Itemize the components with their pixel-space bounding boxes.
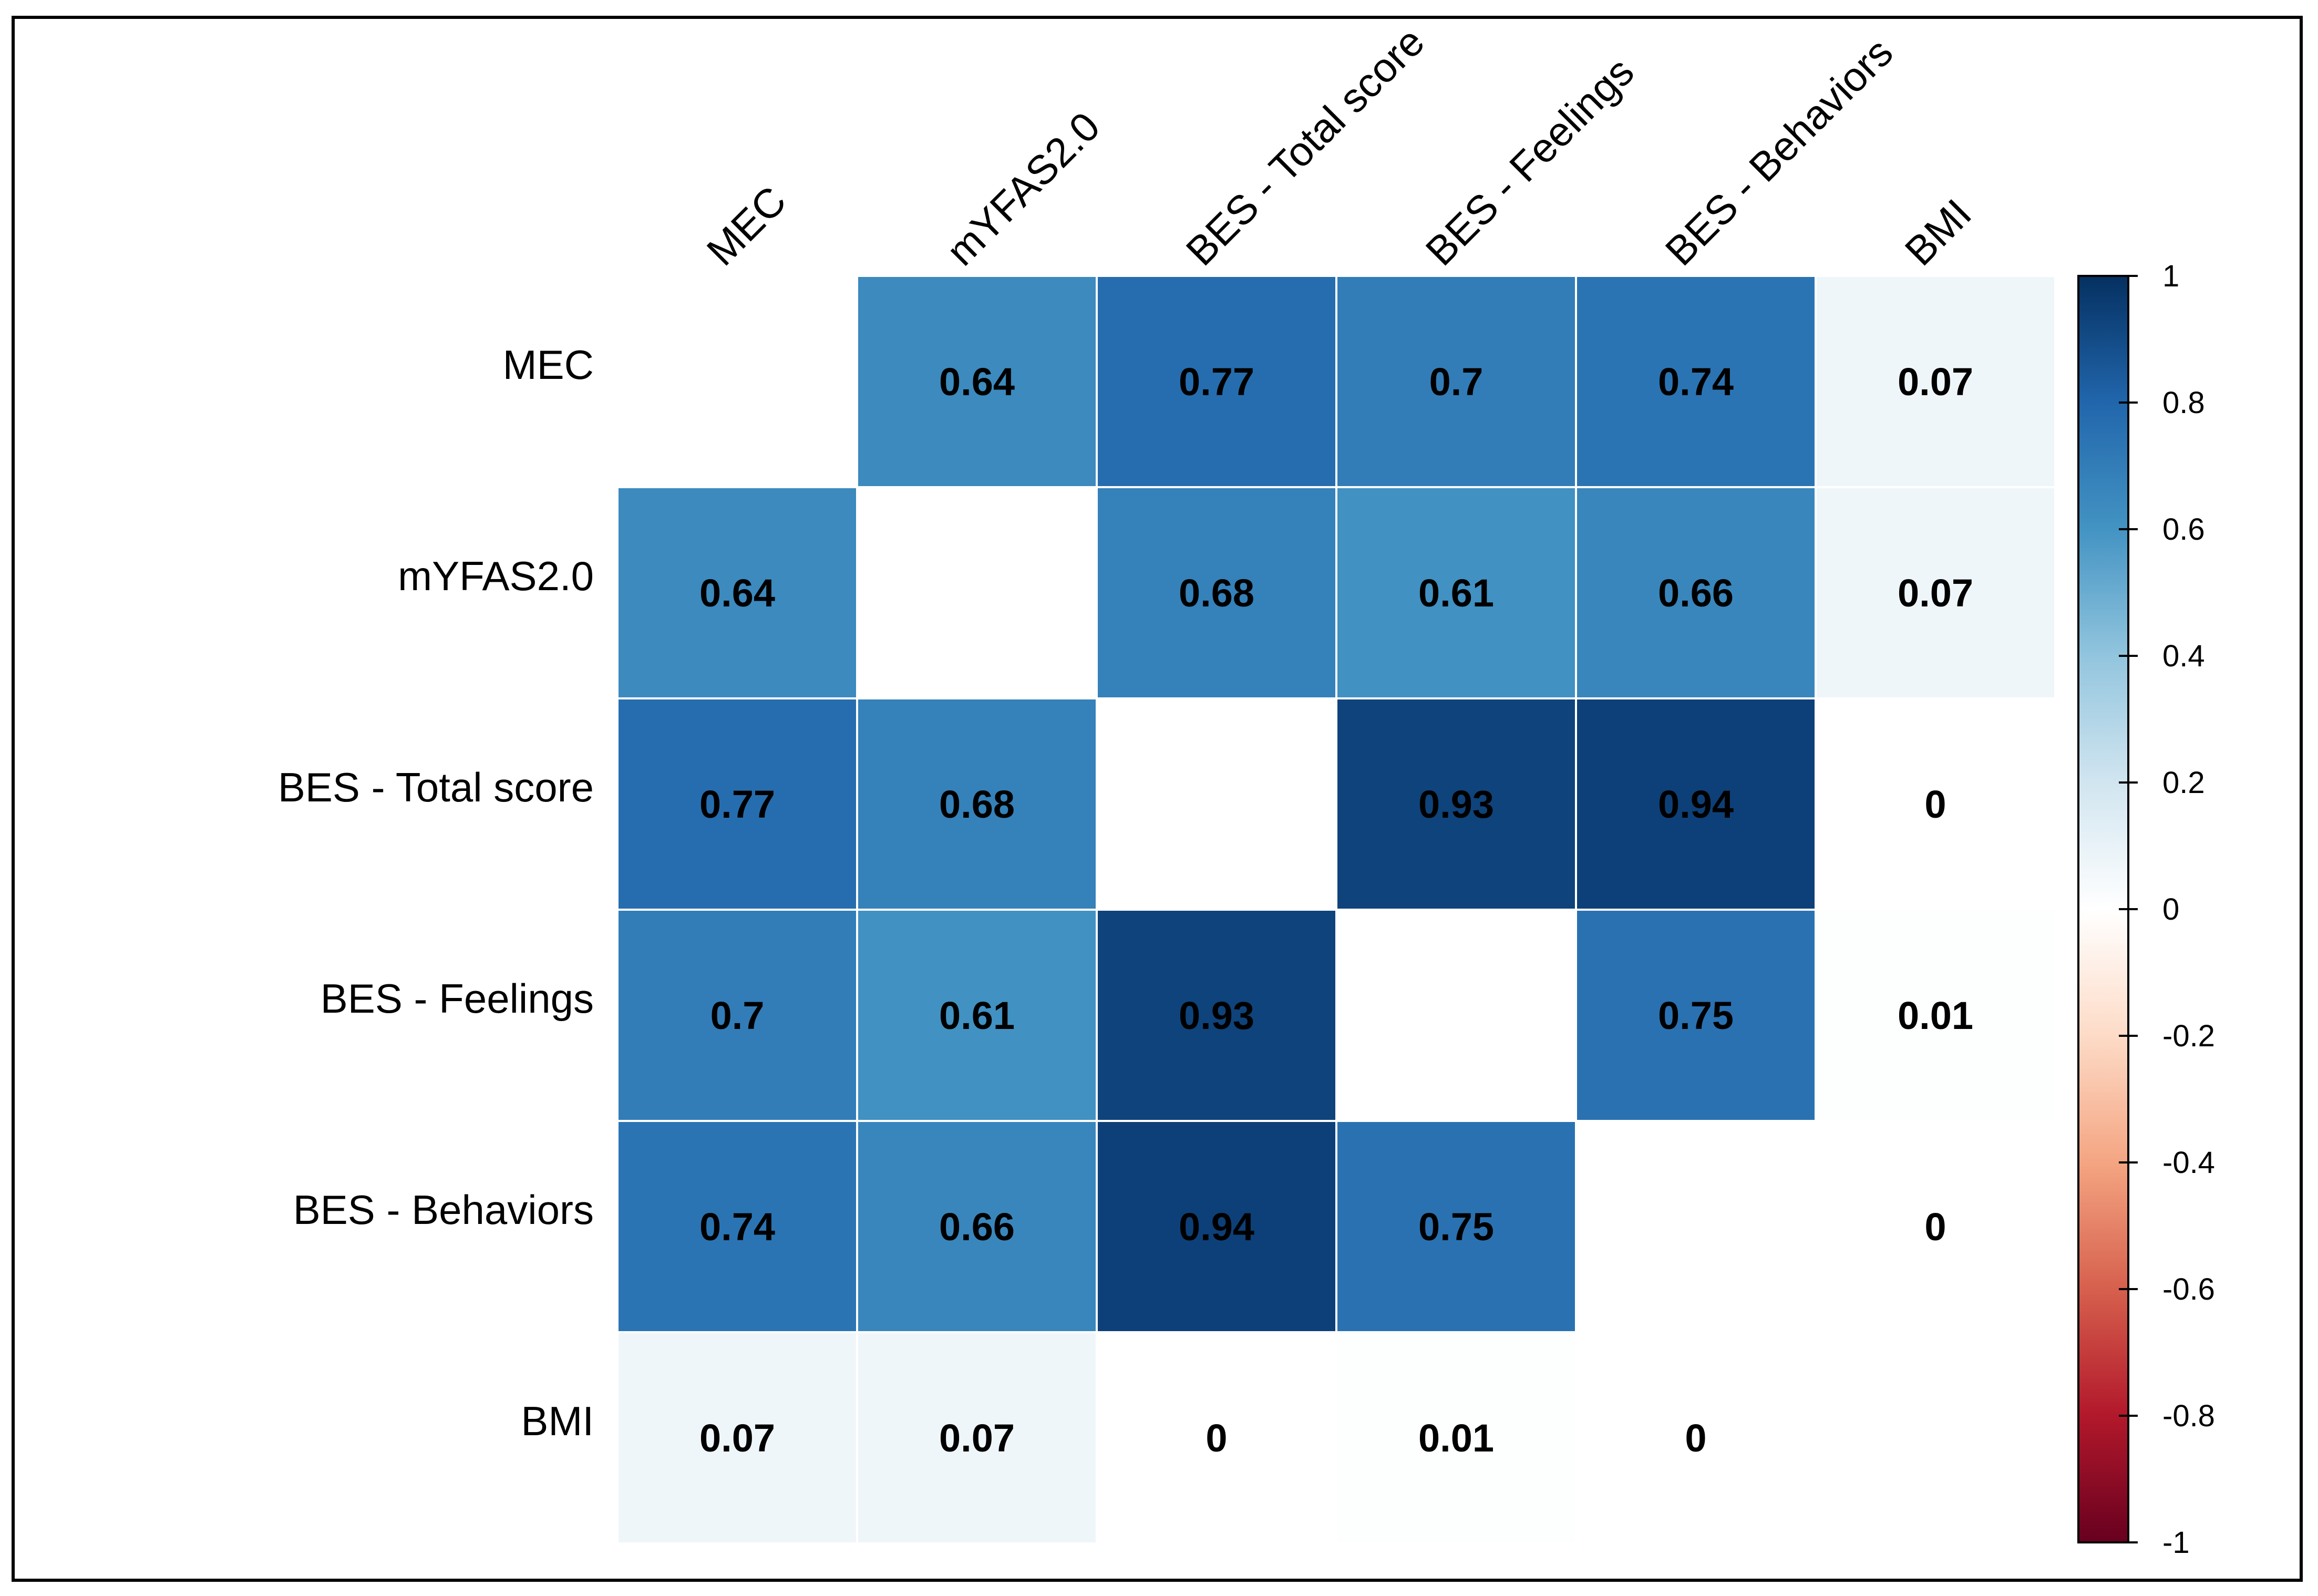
cell-value-myfas2-0-mec: 0.64 [699,571,775,615]
cell-value-bes-behaviors-mec: 0.74 [699,1205,775,1249]
cell-value-bmi-bes-total-score: 0 [1206,1416,1227,1460]
cell-value-bes-feelings-myfas2-0: 0.61 [939,994,1015,1037]
heatmap-cell-bes-total-score-bes-behaviors [1575,697,1817,911]
row-label-bes-feelings: BES - Feelings [321,975,594,1022]
heatmap-cell-mec-bes-feelings [1335,275,1577,488]
heatmap-cell-mec-bes-behaviors [1575,275,1817,488]
colorbar-tick-label: -1 [2162,1526,2190,1560]
col-label-mec: MEC [698,177,795,274]
col-label-bes-feelings: BES - Feelings [1417,48,1643,274]
heatmap-cell-myfas2-0-bmi [1815,486,2056,699]
cell-value-bes-feelings-bes-behaviors: 0.75 [1658,994,1734,1037]
colorbar-tick-label: -0.6 [2162,1272,2215,1306]
heatmap-cell-bes-behaviors-bes-behaviors [1575,1120,1817,1333]
col-label-bes-behaviors: BES - Behaviors [1656,29,1902,274]
colorbar-tick-label: 0.4 [2162,639,2205,673]
cell-value-myfas2-0-bes-feelings: 0.61 [1418,571,1494,615]
colorbar-tick-label: 1 [2162,259,2179,293]
heatmap-cell-bes-feelings-myfas2-0 [856,909,1098,1122]
heatmap-cell-bes-total-score-myfas2-0 [856,697,1098,911]
col-label-myfas2-0: mYFAS2.0 [937,103,1109,274]
heatmap-cell-bes-total-score-mec [616,697,858,911]
heatmap-cell-bes-feelings-bes-total-score [1096,909,1337,1122]
heatmap-cell-bes-total-score-bes-feelings [1335,697,1577,911]
heatmap-cell-bes-feelings-bes-feelings [1335,909,1577,1122]
colorbar-tick-label: -0.4 [2162,1146,2215,1180]
cell-value-bes-feelings-mec: 0.7 [710,994,765,1037]
cell-value-bes-total-score-myfas2-0: 0.68 [939,782,1015,826]
colorbar: 1 0.8 0.6 0.4 0.2 0 -0.2 -0.4 -0.6 -0.8 -1 [2077,259,2215,1560]
heatmap-cell-bmi-mec [616,1331,858,1544]
row-label-bmi: BMI [521,1398,594,1444]
col-label-bes-total-score: BES - Total score [1177,18,1433,274]
heatmap-cell-bes-behaviors-bes-feelings [1335,1120,1577,1333]
heatmap-cells [616,275,2056,1544]
cell-value-bes-behaviors-myfas2-0: 0.66 [939,1205,1015,1249]
cell-value-bes-behaviors-bmi: 0 [1924,1205,1946,1249]
heatmap-cell-bmi-bes-total-score [1096,1331,1337,1544]
cell-value-bes-total-score-bes-feelings: 0.93 [1418,782,1494,826]
heatmap-cell-bes-total-score-bes-total-score [1096,697,1337,911]
heatmap-cell-bmi-myfas2-0 [856,1331,1098,1544]
cell-value-bes-total-score-bes-behaviors: 0.94 [1658,782,1734,826]
cell-value-mec-myfas2-0: 0.64 [939,360,1015,404]
cell-value-mec-bmi: 0.07 [1898,360,1973,404]
heatmap-cell-mec-bes-total-score [1096,275,1337,488]
heatmap-cell-mec-bmi [1815,275,2056,488]
heatmap-cell-bmi-bmi [1815,1331,2056,1544]
colorbar-tick-label: -0.8 [2162,1399,2215,1433]
heatmap-cell-bes-behaviors-myfas2-0 [856,1120,1098,1333]
heatmap-cell-bes-feelings-bes-behaviors [1575,909,1817,1122]
row-label-bes-total-score: BES - Total score [278,764,594,810]
cell-value-myfas2-0-bmi: 0.07 [1898,571,1973,615]
heatmap-cell-bes-total-score-bmi [1815,697,2056,911]
heatmap-cell-bes-behaviors-bmi [1815,1120,2056,1333]
heatmap-cell-bes-feelings-bmi [1815,909,2056,1122]
heatmap-cell-myfas2-0-bes-total-score [1096,486,1337,699]
cell-value-bes-feelings-bes-total-score: 0.93 [1179,994,1254,1037]
cell-value-bmi-bes-feelings: 0.01 [1418,1416,1494,1460]
cell-value-myfas2-0-bes-behaviors: 0.66 [1658,571,1734,615]
cell-value-myfas2-0-bes-total-score: 0.68 [1179,571,1254,615]
heatmap-cell-bes-behaviors-mec [616,1120,858,1333]
heatmap-cell-bes-feelings-mec [616,909,858,1122]
cell-value-bmi-mec: 0.07 [699,1416,775,1460]
heatmap-cell-bmi-bes-behaviors [1575,1331,1817,1544]
row-label-mec: MEC [503,342,594,388]
colorbar-tick-label: -0.2 [2162,1019,2215,1053]
col-label-bmi: BMI [1896,190,1980,274]
cell-value-mec-bes-behaviors: 0.74 [1658,360,1734,404]
colorbar-tick-label: 0 [2162,892,2179,926]
row-label-myfas2-0: mYFAS2.0 [398,553,594,599]
heatmap-cell-mec-mec [616,275,858,488]
cell-value-bes-total-score-bmi: 0 [1924,782,1946,826]
heatmap-cell-mec-myfas2-0 [856,275,1098,488]
row-label-bes-behaviors: BES - Behaviors [293,1187,594,1233]
heatmap-cell-myfas2-0-myfas2-0 [856,486,1098,699]
colorbar-tick-label: 0.6 [2162,512,2205,547]
heatmap-cell-myfas2-0-bes-behaviors [1575,486,1817,699]
cell-value-bes-total-score-mec: 0.77 [699,782,775,826]
cell-value-mec-bes-feelings: 0.7 [1429,360,1483,404]
cell-value-mec-bes-total-score: 0.77 [1179,360,1254,404]
colorbar-tick-label: 0.8 [2162,386,2205,420]
cell-value-bmi-bes-behaviors: 0 [1685,1416,1706,1460]
cell-value-bes-behaviors-bes-total-score: 0.94 [1179,1205,1254,1249]
cell-value-bes-feelings-bmi: 0.01 [1898,994,1973,1037]
cell-value-bmi-myfas2-0: 0.07 [939,1416,1015,1460]
cell-value-bes-behaviors-bes-feelings: 0.75 [1418,1205,1494,1249]
colorbar-tick-label: 0.2 [2162,766,2205,800]
